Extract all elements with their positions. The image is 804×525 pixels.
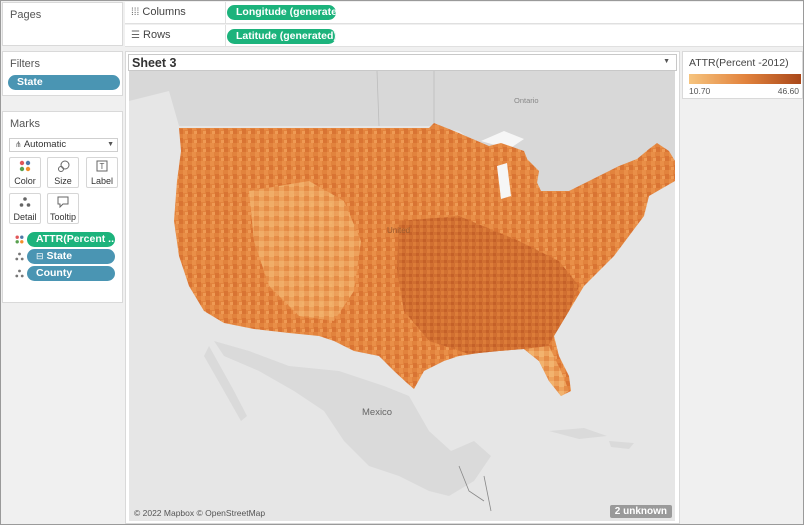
size-button-label: Size bbox=[54, 176, 72, 186]
legend-min: 10.70 bbox=[689, 86, 711, 96]
rows-icon: ☰ bbox=[131, 30, 140, 41]
color-button-label: Color bbox=[14, 176, 36, 186]
tooltip-button-label: Tooltip bbox=[49, 212, 76, 222]
legend-title[interactable]: ATTR(Percent -2012) bbox=[689, 57, 789, 69]
label-button-label: Label bbox=[90, 176, 114, 186]
mark-type-dropdown[interactable]: ⋔ Automatic ▼ bbox=[9, 138, 118, 152]
map-canvas: Ontario United Mexico bbox=[129, 71, 675, 521]
county-detail-pill[interactable]: County bbox=[27, 266, 115, 281]
mexico-label: Mexico bbox=[362, 407, 392, 418]
legend-color-ramp[interactable] bbox=[689, 74, 801, 84]
state-filter-pill[interactable]: State bbox=[8, 75, 120, 90]
filters-title: Filters bbox=[10, 58, 40, 70]
rows-shelf-label: ☰ Rows bbox=[131, 29, 171, 41]
tooltip-button[interactable]: Tooltip bbox=[47, 193, 79, 224]
united-label: United bbox=[387, 226, 410, 235]
sheet-title: Sheet 3 bbox=[132, 56, 177, 70]
map-attribution[interactable]: © 2022 Mapbox © OpenStreetMap bbox=[134, 508, 266, 518]
columns-icon: ⁞⁞⁞ bbox=[131, 7, 140, 18]
color-field-icon bbox=[14, 235, 24, 246]
legend-card: ATTR(Percent -2012) 10.70 46.60 bbox=[682, 51, 803, 99]
filters-card: Filters State bbox=[2, 51, 123, 96]
detail-field-icon bbox=[14, 269, 24, 280]
detail-field-icon bbox=[14, 252, 24, 263]
label-button[interactable]: T Label bbox=[86, 157, 118, 188]
detail-icon bbox=[10, 196, 40, 212]
latitude-pill[interactable]: Latitude (generated) bbox=[227, 29, 336, 44]
size-button[interactable]: Size bbox=[47, 157, 79, 188]
detail-button-label: Detail bbox=[13, 212, 37, 222]
attr-percent-pill[interactable]: ATTR(Percent .. bbox=[27, 232, 115, 247]
ontario-label: Ontario bbox=[514, 96, 539, 105]
shelf-divider bbox=[225, 25, 226, 47]
rows-shelf[interactable]: ☰ Rows Latitude (generated) bbox=[125, 25, 803, 47]
color-button[interactable]: Color bbox=[9, 157, 41, 188]
columns-shelf[interactable]: ⁞⁞⁞ Columns Longitude (generate.. bbox=[125, 2, 803, 24]
chevron-down-icon: ▼ bbox=[107, 141, 114, 148]
longitude-pill[interactable]: Longitude (generate.. bbox=[227, 5, 336, 20]
rows-label: Rows bbox=[143, 29, 171, 41]
detail-button[interactable]: Detail bbox=[9, 193, 41, 224]
color-icon bbox=[10, 160, 40, 176]
shelf-divider bbox=[225, 2, 226, 24]
pages-title: Pages bbox=[10, 9, 42, 21]
tooltip-icon bbox=[48, 196, 78, 212]
label-icon: T bbox=[87, 160, 117, 176]
sheet-title-bar[interactable]: Sheet 3 ▼ bbox=[128, 54, 677, 71]
unknown-badge[interactable]: 2 unknown bbox=[609, 505, 672, 518]
state-detail-label: State bbox=[46, 250, 73, 262]
columns-label: Columns bbox=[142, 6, 186, 18]
marks-title: Marks bbox=[10, 118, 40, 130]
marks-card: Marks ⋔ Automatic ▼ Color Size T Label bbox=[2, 111, 123, 303]
size-icon bbox=[48, 160, 78, 176]
map-mark-icon: ⋔ bbox=[15, 140, 22, 149]
chevron-down-icon[interactable]: ▼ bbox=[663, 58, 670, 65]
legend-max: 46.60 bbox=[777, 86, 799, 96]
state-detail-pill[interactable]: ⊟ State bbox=[27, 249, 115, 264]
expand-box-icon: ⊟ bbox=[36, 251, 44, 261]
mark-type-value: Automatic bbox=[23, 139, 67, 150]
map-view[interactable]: Ontario United Mexico © 2022 Mapbox © Op… bbox=[129, 71, 675, 521]
pages-card: Pages bbox=[2, 2, 123, 46]
svg-text:T: T bbox=[100, 162, 105, 171]
columns-shelf-label: ⁞⁞⁞ Columns bbox=[131, 6, 186, 18]
